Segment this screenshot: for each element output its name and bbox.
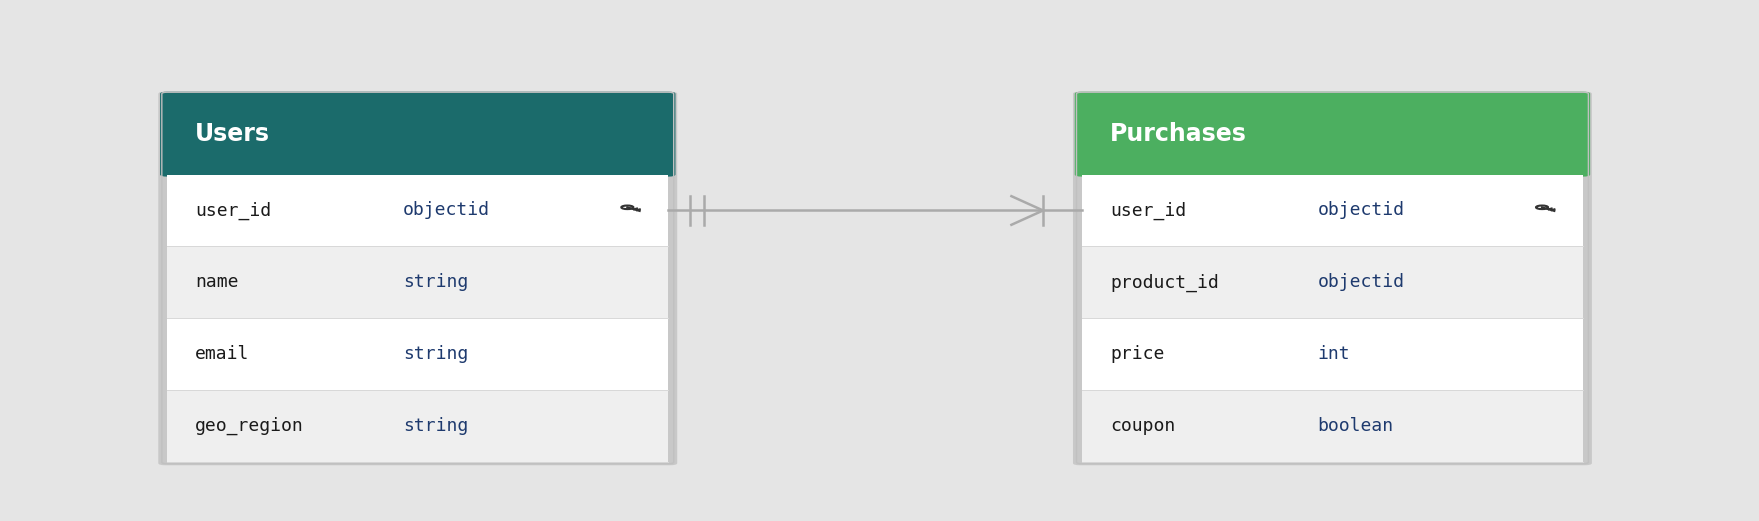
Bar [167, 246, 668, 318]
Text: objectid: objectid [403, 202, 489, 219]
Text: price: price [1110, 345, 1164, 363]
Text: int: int [1317, 345, 1349, 363]
Text: geo_region: geo_region [195, 417, 304, 436]
Text: name: name [195, 274, 239, 291]
Text: string: string [403, 417, 468, 435]
Text: product_id: product_id [1110, 273, 1219, 292]
Text: objectid: objectid [1317, 202, 1404, 219]
FancyBboxPatch shape [158, 92, 677, 465]
Text: user_id: user_id [195, 201, 271, 220]
Text: coupon: coupon [1110, 417, 1175, 435]
Bar [167, 390, 668, 462]
Text: user_id: user_id [1110, 201, 1186, 220]
Bar [1082, 246, 1583, 318]
Bar [1082, 175, 1583, 246]
FancyBboxPatch shape [160, 92, 675, 177]
Bar [167, 175, 668, 246]
Text: Users: Users [195, 122, 271, 146]
Text: boolean: boolean [1317, 417, 1393, 435]
Text: string: string [403, 274, 468, 291]
Bar [1082, 318, 1583, 390]
Text: string: string [403, 345, 468, 363]
Bar [1082, 390, 1583, 462]
Text: email: email [195, 345, 250, 363]
Text: Purchases: Purchases [1110, 122, 1247, 146]
Text: objectid: objectid [1317, 274, 1404, 291]
FancyBboxPatch shape [1073, 92, 1592, 465]
Bar [167, 318, 668, 390]
FancyBboxPatch shape [1075, 92, 1590, 177]
